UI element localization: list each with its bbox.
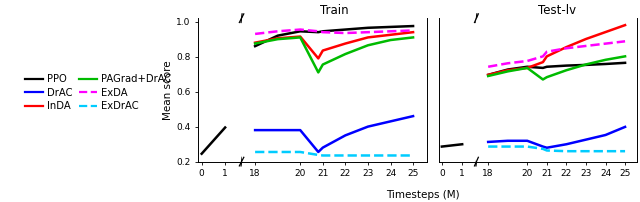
Title: Test-lv: Test-lv: [538, 4, 575, 17]
Title: Train: Train: [320, 4, 348, 17]
Y-axis label: Mean score: Mean score: [163, 60, 173, 120]
Text: Timesteps (M): Timesteps (M): [385, 190, 460, 200]
Legend: PPO, DrAC, InDA, PAGrad+DrAC, ExDA, ExDrAC: PPO, DrAC, InDA, PAGrad+DrAC, ExDA, ExDr…: [21, 70, 175, 115]
